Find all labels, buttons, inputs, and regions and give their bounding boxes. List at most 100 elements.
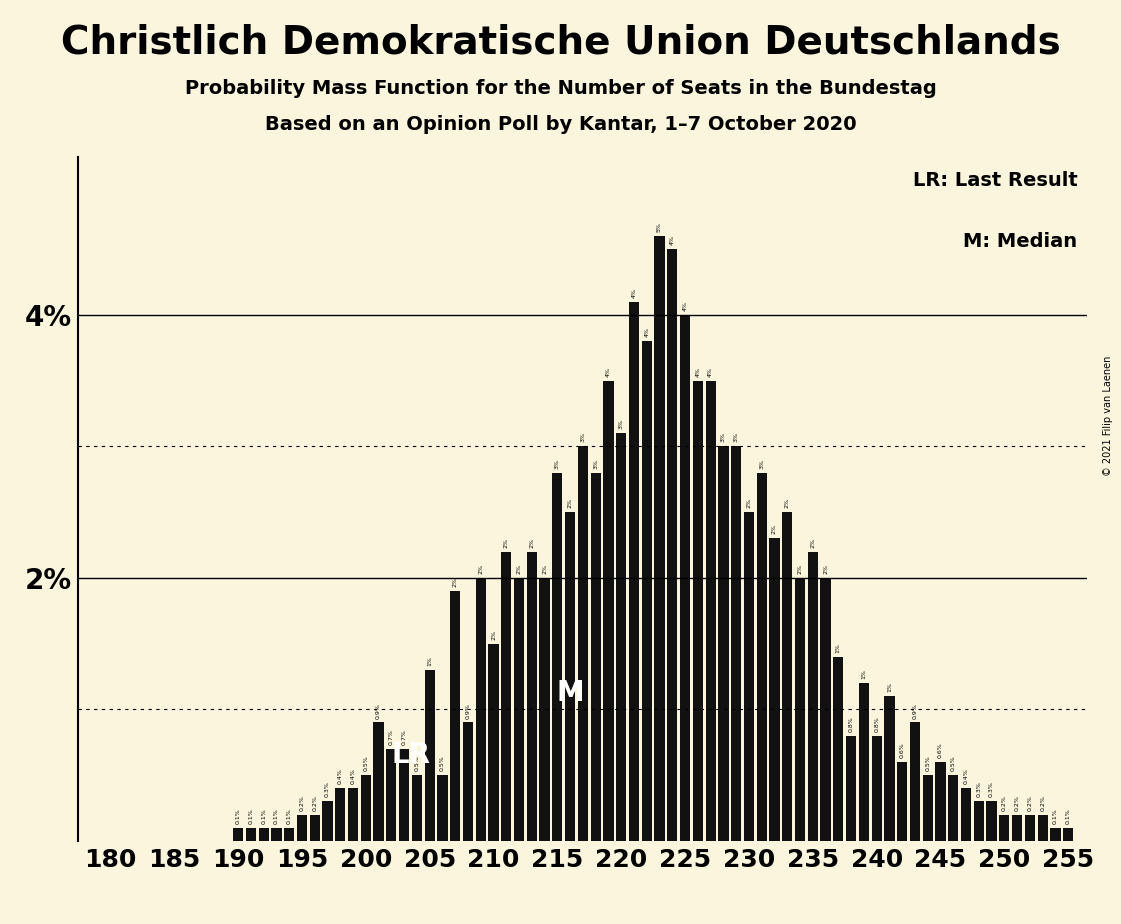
Text: 2%: 2% xyxy=(823,564,828,574)
Bar xyxy=(284,828,295,841)
Text: 4%: 4% xyxy=(606,367,611,377)
Text: 0.6%: 0.6% xyxy=(900,742,905,758)
Text: 4%: 4% xyxy=(631,287,637,298)
Text: 2%: 2% xyxy=(810,538,815,548)
Text: 0.5%: 0.5% xyxy=(415,756,419,772)
Text: Christlich Demokratische Union Deutschlands: Christlich Demokratische Union Deutschla… xyxy=(61,23,1060,61)
Bar xyxy=(808,552,818,841)
Text: 3%: 3% xyxy=(555,458,559,468)
Text: 0.1%: 0.1% xyxy=(1066,808,1071,824)
Bar xyxy=(425,670,435,841)
Text: 0.4%: 0.4% xyxy=(337,769,343,784)
Text: 0.6%: 0.6% xyxy=(938,742,943,758)
Text: 2%: 2% xyxy=(503,538,509,548)
Bar xyxy=(527,552,537,841)
Text: 0.2%: 0.2% xyxy=(1002,795,1007,810)
Text: 4%: 4% xyxy=(708,367,713,377)
Bar xyxy=(833,657,843,841)
Text: LR: LR xyxy=(391,741,430,770)
Bar xyxy=(757,473,767,841)
Text: 0.2%: 0.2% xyxy=(313,795,317,810)
Bar xyxy=(565,512,575,841)
Bar xyxy=(1038,815,1048,841)
Bar xyxy=(999,815,1010,841)
Text: 3%: 3% xyxy=(733,432,739,443)
Bar xyxy=(475,578,485,841)
Text: 0.8%: 0.8% xyxy=(874,716,879,732)
Bar xyxy=(693,381,703,841)
Bar xyxy=(974,801,984,841)
Bar xyxy=(309,815,319,841)
Bar xyxy=(629,302,639,841)
Bar xyxy=(489,644,499,841)
Bar xyxy=(591,473,601,841)
Text: 0.7%: 0.7% xyxy=(401,729,407,745)
Bar xyxy=(667,249,677,841)
Bar xyxy=(935,762,946,841)
Bar xyxy=(782,512,793,841)
Text: 0.5%: 0.5% xyxy=(439,756,445,772)
Bar xyxy=(986,801,997,841)
Bar xyxy=(1012,815,1022,841)
Bar xyxy=(348,788,358,841)
Bar xyxy=(437,775,447,841)
Text: 2%: 2% xyxy=(529,538,535,548)
Bar xyxy=(411,775,421,841)
Text: 4%: 4% xyxy=(683,301,687,310)
Bar xyxy=(501,552,511,841)
Text: 0.3%: 0.3% xyxy=(976,782,981,797)
Bar xyxy=(731,446,741,841)
Text: 2%: 2% xyxy=(785,498,790,508)
Bar xyxy=(641,341,652,841)
Text: 0.5%: 0.5% xyxy=(925,756,930,772)
Text: 2%: 2% xyxy=(517,564,521,574)
Bar xyxy=(373,723,383,841)
Text: 2%: 2% xyxy=(797,564,803,574)
Bar xyxy=(399,748,409,841)
Bar xyxy=(1025,815,1035,841)
Bar xyxy=(910,723,920,841)
Text: 0.5%: 0.5% xyxy=(951,756,956,772)
Bar xyxy=(1050,828,1060,841)
Text: 0.2%: 0.2% xyxy=(1028,795,1032,810)
Text: 1%: 1% xyxy=(836,643,841,652)
Text: 0.2%: 0.2% xyxy=(1040,795,1045,810)
Text: 1%: 1% xyxy=(427,656,433,666)
Bar xyxy=(795,578,805,841)
Bar xyxy=(553,473,563,841)
Bar xyxy=(233,828,243,841)
Text: 0.1%: 0.1% xyxy=(1053,808,1058,824)
Bar xyxy=(719,446,729,841)
Bar xyxy=(259,828,269,841)
Bar xyxy=(323,801,333,841)
Text: 0.1%: 0.1% xyxy=(261,808,266,824)
Text: 0.4%: 0.4% xyxy=(964,769,969,784)
Text: 0.3%: 0.3% xyxy=(989,782,994,797)
Bar xyxy=(744,512,754,841)
Text: 0.9%: 0.9% xyxy=(376,702,381,719)
Text: 3%: 3% xyxy=(759,458,765,468)
Text: 4%: 4% xyxy=(645,327,649,337)
Text: 4%: 4% xyxy=(670,236,675,245)
Text: 0.7%: 0.7% xyxy=(389,729,393,745)
Bar xyxy=(1063,828,1073,841)
Text: 3%: 3% xyxy=(721,432,726,443)
Bar xyxy=(948,775,958,841)
Bar xyxy=(821,578,831,841)
Text: 0.1%: 0.1% xyxy=(249,808,253,824)
Text: M: Median: M: Median xyxy=(963,232,1077,251)
Text: 4%: 4% xyxy=(695,367,701,377)
Bar xyxy=(871,736,882,841)
Bar xyxy=(271,828,281,841)
Bar xyxy=(769,539,779,841)
Text: 0.5%: 0.5% xyxy=(363,756,369,772)
Bar xyxy=(655,236,665,841)
Text: Probability Mass Function for the Number of Seats in the Bundestag: Probability Mass Function for the Number… xyxy=(185,79,936,98)
Text: 1%: 1% xyxy=(861,669,867,679)
Bar xyxy=(539,578,549,841)
Bar xyxy=(513,578,525,841)
Bar xyxy=(603,381,613,841)
Text: 2%: 2% xyxy=(479,564,483,574)
Bar xyxy=(617,433,627,841)
Text: 3%: 3% xyxy=(619,419,623,430)
